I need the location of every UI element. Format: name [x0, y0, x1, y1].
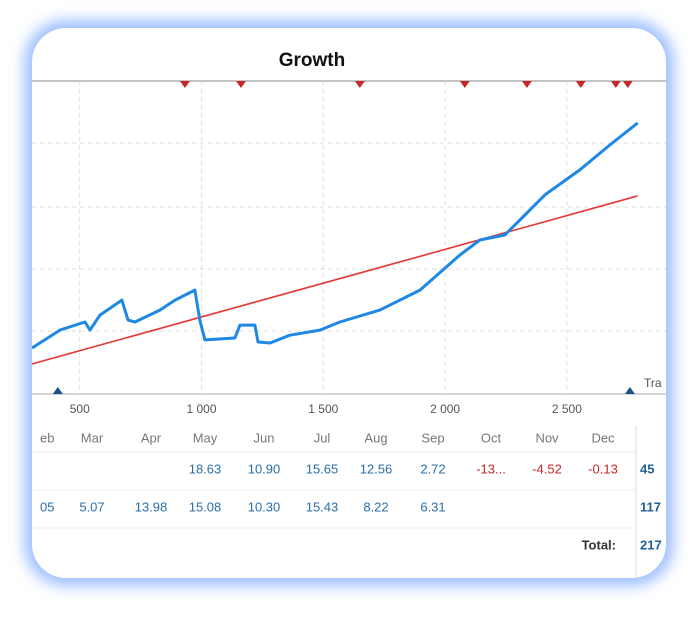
month-header: Jun: [254, 430, 275, 445]
row-total: 45: [640, 461, 654, 476]
x-tick-label: 2 000: [430, 402, 460, 416]
x-tick-label: 1 500: [308, 402, 338, 416]
table-cell: -4.52: [532, 461, 562, 476]
month-header: Sep: [421, 430, 444, 445]
month-header: Nov: [535, 430, 559, 445]
chart-title: Growth: [279, 50, 346, 71]
growth-line: [32, 121, 639, 350]
deal-marker: [610, 81, 621, 88]
table-cell: 6.31: [420, 499, 445, 514]
table-cell: 15.65: [306, 461, 339, 476]
deal-marker: [179, 81, 190, 88]
table-cell: -13...: [476, 461, 506, 476]
table-cell: 13.98: [135, 499, 168, 514]
deal-marker: [235, 81, 246, 88]
month-header: Apr: [141, 430, 162, 445]
deal-marker: [459, 81, 470, 88]
table-cell: -0.13: [588, 461, 618, 476]
total-label: Total:: [582, 537, 616, 552]
table-cell: 8.22: [363, 499, 388, 514]
table-cell: 18.63: [189, 461, 222, 476]
grid: [32, 142, 666, 332]
deal-marker: [624, 387, 635, 394]
table-cell: 05: [40, 499, 54, 514]
table-cell: 10.30: [248, 499, 281, 514]
deal-marker: [52, 387, 63, 394]
card: Growth Tra 500 1 000 1 500 2 000 2 500 eb Mar A…: [32, 28, 666, 578]
month-header: May: [193, 430, 218, 445]
x-tick-label: 2 500: [552, 402, 582, 416]
month-header: Oct: [481, 430, 502, 445]
total-value: 217: [640, 537, 662, 552]
month-header: Aug: [364, 430, 387, 445]
deal-marker: [575, 81, 586, 88]
table-cell: 5.07: [79, 499, 104, 514]
chart: Growth Tra 500 1 000 1 500 2 000 2 500 eb Mar A…: [32, 50, 666, 578]
deal-marker: [354, 81, 365, 88]
table-cell: 15.08: [189, 499, 222, 514]
month-header: Jul: [314, 430, 331, 445]
deal-marker: [622, 81, 633, 88]
x-tick-label: 500: [70, 402, 90, 416]
row-total: 117: [640, 499, 661, 514]
month-header: Dec: [591, 430, 615, 445]
table-cell: 12.56: [360, 461, 393, 476]
month-header: Mar: [81, 430, 104, 445]
legend-fragment: Tra: [644, 376, 662, 390]
deal-marker: [521, 81, 532, 88]
month-header: eb: [40, 430, 54, 445]
x-tick-label: 1 000: [187, 402, 217, 416]
table-cell: 10.90: [248, 461, 281, 476]
table-cell: 2.72: [420, 461, 445, 476]
trend-line: [32, 195, 638, 365]
table-cell: 15.43: [306, 499, 339, 514]
